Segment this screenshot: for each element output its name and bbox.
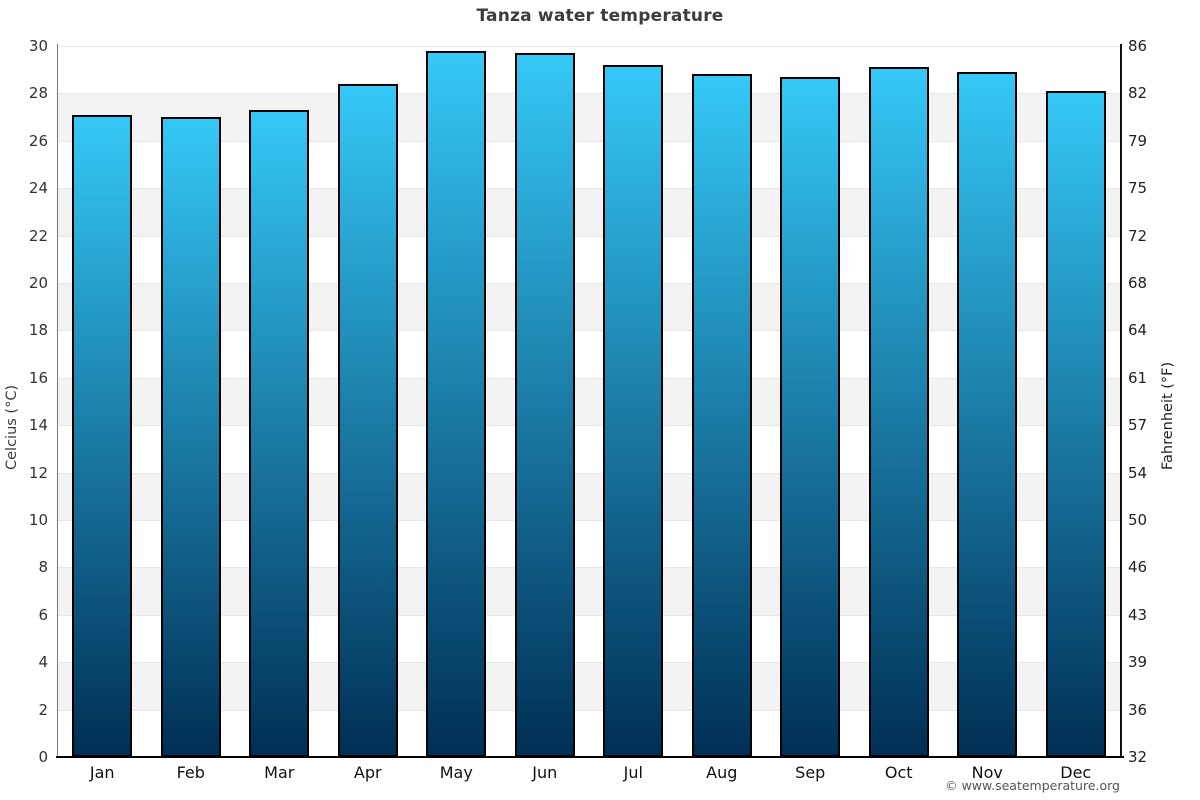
month-label-aug: Aug (706, 763, 738, 782)
month-label-jul: Jul (623, 763, 643, 782)
bar-feb[interactable] (160, 117, 221, 757)
bar-mar[interactable] (249, 109, 310, 757)
month-label-dec: Dec (1060, 763, 1092, 782)
fahrenheit-tick-54: 54 (1128, 463, 1148, 482)
grid-band (58, 425, 1120, 473)
celsius-tick-20: 20 (28, 274, 48, 292)
grid-band (58, 188, 1120, 236)
grid-band (58, 709, 1120, 757)
month-label-feb: Feb (176, 763, 205, 782)
fahrenheit-tick-68: 68 (1128, 274, 1148, 292)
celsius-tick-30: 30 (28, 37, 48, 55)
grid-band (58, 93, 1120, 141)
grid-band (58, 330, 1120, 378)
fahrenheit-tick-50: 50 (1128, 511, 1148, 529)
y-axis-title-fahrenheit: Fahrenheit (°F) (1160, 361, 1176, 470)
bar-dec[interactable] (1045, 91, 1106, 757)
month-label-jan: Jan (89, 763, 115, 782)
celsius-tick-4: 4 (38, 653, 48, 672)
grid-band (58, 520, 1120, 568)
y-axis-line-right (1120, 44, 1122, 757)
copyright-notice: © www.seatemperature.org (945, 778, 1120, 793)
x-axis-line (56, 755, 1124, 758)
fahrenheit-tick-32: 32 (1128, 748, 1148, 766)
celsius-tick-12: 12 (28, 463, 48, 482)
month-label-mar: Mar (264, 763, 295, 782)
fahrenheit-tick-39: 39 (1128, 653, 1148, 672)
chart-title: Tanza water temperature (476, 6, 724, 26)
bar-may[interactable] (426, 50, 487, 757)
bar-sep[interactable] (780, 76, 841, 757)
bar-apr[interactable] (337, 83, 398, 757)
grid-band (58, 567, 1120, 615)
month-label-sep: Sep (795, 763, 826, 782)
month-label-jun: Jun (532, 763, 558, 782)
y-axis-line-left (57, 44, 58, 757)
fahrenheit-tick-79: 79 (1128, 131, 1148, 150)
grid-band (58, 46, 1120, 94)
bar-aug[interactable] (691, 74, 752, 757)
fahrenheit-tick-43: 43 (1128, 605, 1148, 624)
celsius-tick-16: 16 (28, 368, 48, 387)
celsius-tick-8: 8 (38, 558, 48, 577)
grid-band (58, 235, 1120, 283)
plot-area (58, 46, 1120, 757)
celsius-tick-6: 6 (38, 605, 48, 624)
grid-band (58, 377, 1120, 426)
grid-band (58, 283, 1120, 331)
bar-jun[interactable] (514, 53, 575, 757)
fahrenheit-tick-72: 72 (1128, 226, 1148, 245)
fahrenheit-tick-36: 36 (1128, 700, 1148, 719)
celsius-tick-2: 2 (38, 700, 48, 719)
celsius-tick-14: 14 (28, 416, 48, 435)
grid-band (58, 472, 1120, 520)
fahrenheit-tick-82: 82 (1128, 84, 1148, 103)
bar-oct[interactable] (868, 67, 929, 757)
month-label-apr: Apr (353, 763, 382, 782)
bar-nov[interactable] (957, 72, 1018, 757)
grid-band (58, 140, 1120, 189)
y-axis-title-celsius: Celcius (°C) (4, 384, 20, 470)
celsius-tick-22: 22 (28, 226, 48, 245)
fahrenheit-tick-46: 46 (1128, 558, 1148, 577)
celsius-tick-24: 24 (28, 179, 48, 198)
celsius-tick-28: 28 (28, 84, 48, 103)
fahrenheit-tick-86: 86 (1128, 37, 1148, 55)
celsius-tick-0: 0 (38, 748, 48, 766)
bar-jan[interactable] (72, 114, 133, 757)
fahrenheit-tick-61: 61 (1128, 368, 1148, 387)
fahrenheit-tick-75: 75 (1128, 179, 1148, 198)
grid-band (58, 662, 1120, 710)
celsius-tick-18: 18 (28, 321, 48, 340)
month-label-oct: Oct (884, 763, 913, 782)
celsius-tick-10: 10 (28, 511, 48, 529)
fahrenheit-tick-64: 64 (1128, 321, 1148, 340)
grid-band (58, 614, 1120, 663)
celsius-tick-26: 26 (28, 131, 48, 150)
month-label-may: May (439, 763, 473, 782)
bar-jul[interactable] (603, 64, 664, 757)
fahrenheit-tick-57: 57 (1128, 416, 1148, 435)
month-label-nov: Nov (971, 763, 1003, 782)
